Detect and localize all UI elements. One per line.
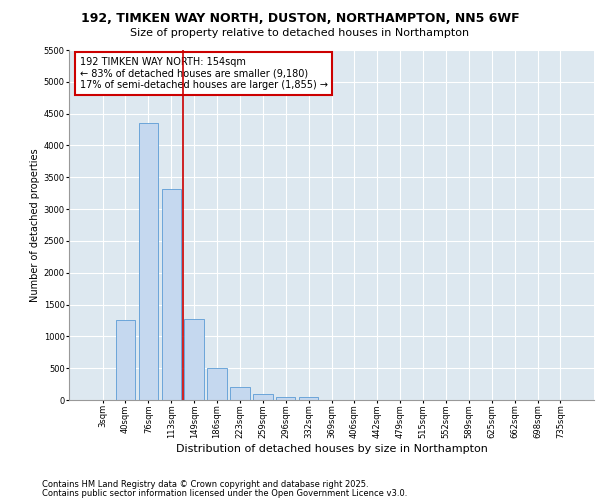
Bar — [253, 394, 272, 400]
Bar — [299, 398, 319, 400]
Y-axis label: Number of detached properties: Number of detached properties — [29, 148, 40, 302]
X-axis label: Distribution of detached houses by size in Northampton: Distribution of detached houses by size … — [176, 444, 487, 454]
Bar — [208, 368, 227, 400]
Bar — [139, 123, 158, 400]
Text: 192 TIMKEN WAY NORTH: 154sqm
← 83% of detached houses are smaller (9,180)
17% of: 192 TIMKEN WAY NORTH: 154sqm ← 83% of de… — [79, 57, 328, 90]
Text: 192, TIMKEN WAY NORTH, DUSTON, NORTHAMPTON, NN5 6WF: 192, TIMKEN WAY NORTH, DUSTON, NORTHAMPT… — [80, 12, 520, 26]
Bar — [184, 319, 204, 400]
Bar — [230, 386, 250, 400]
Text: Contains public sector information licensed under the Open Government Licence v3: Contains public sector information licen… — [42, 488, 407, 498]
Bar — [276, 396, 295, 400]
Bar — [116, 320, 135, 400]
Text: Size of property relative to detached houses in Northampton: Size of property relative to detached ho… — [130, 28, 470, 38]
Text: Contains HM Land Registry data © Crown copyright and database right 2025.: Contains HM Land Registry data © Crown c… — [42, 480, 368, 489]
Bar — [161, 188, 181, 400]
